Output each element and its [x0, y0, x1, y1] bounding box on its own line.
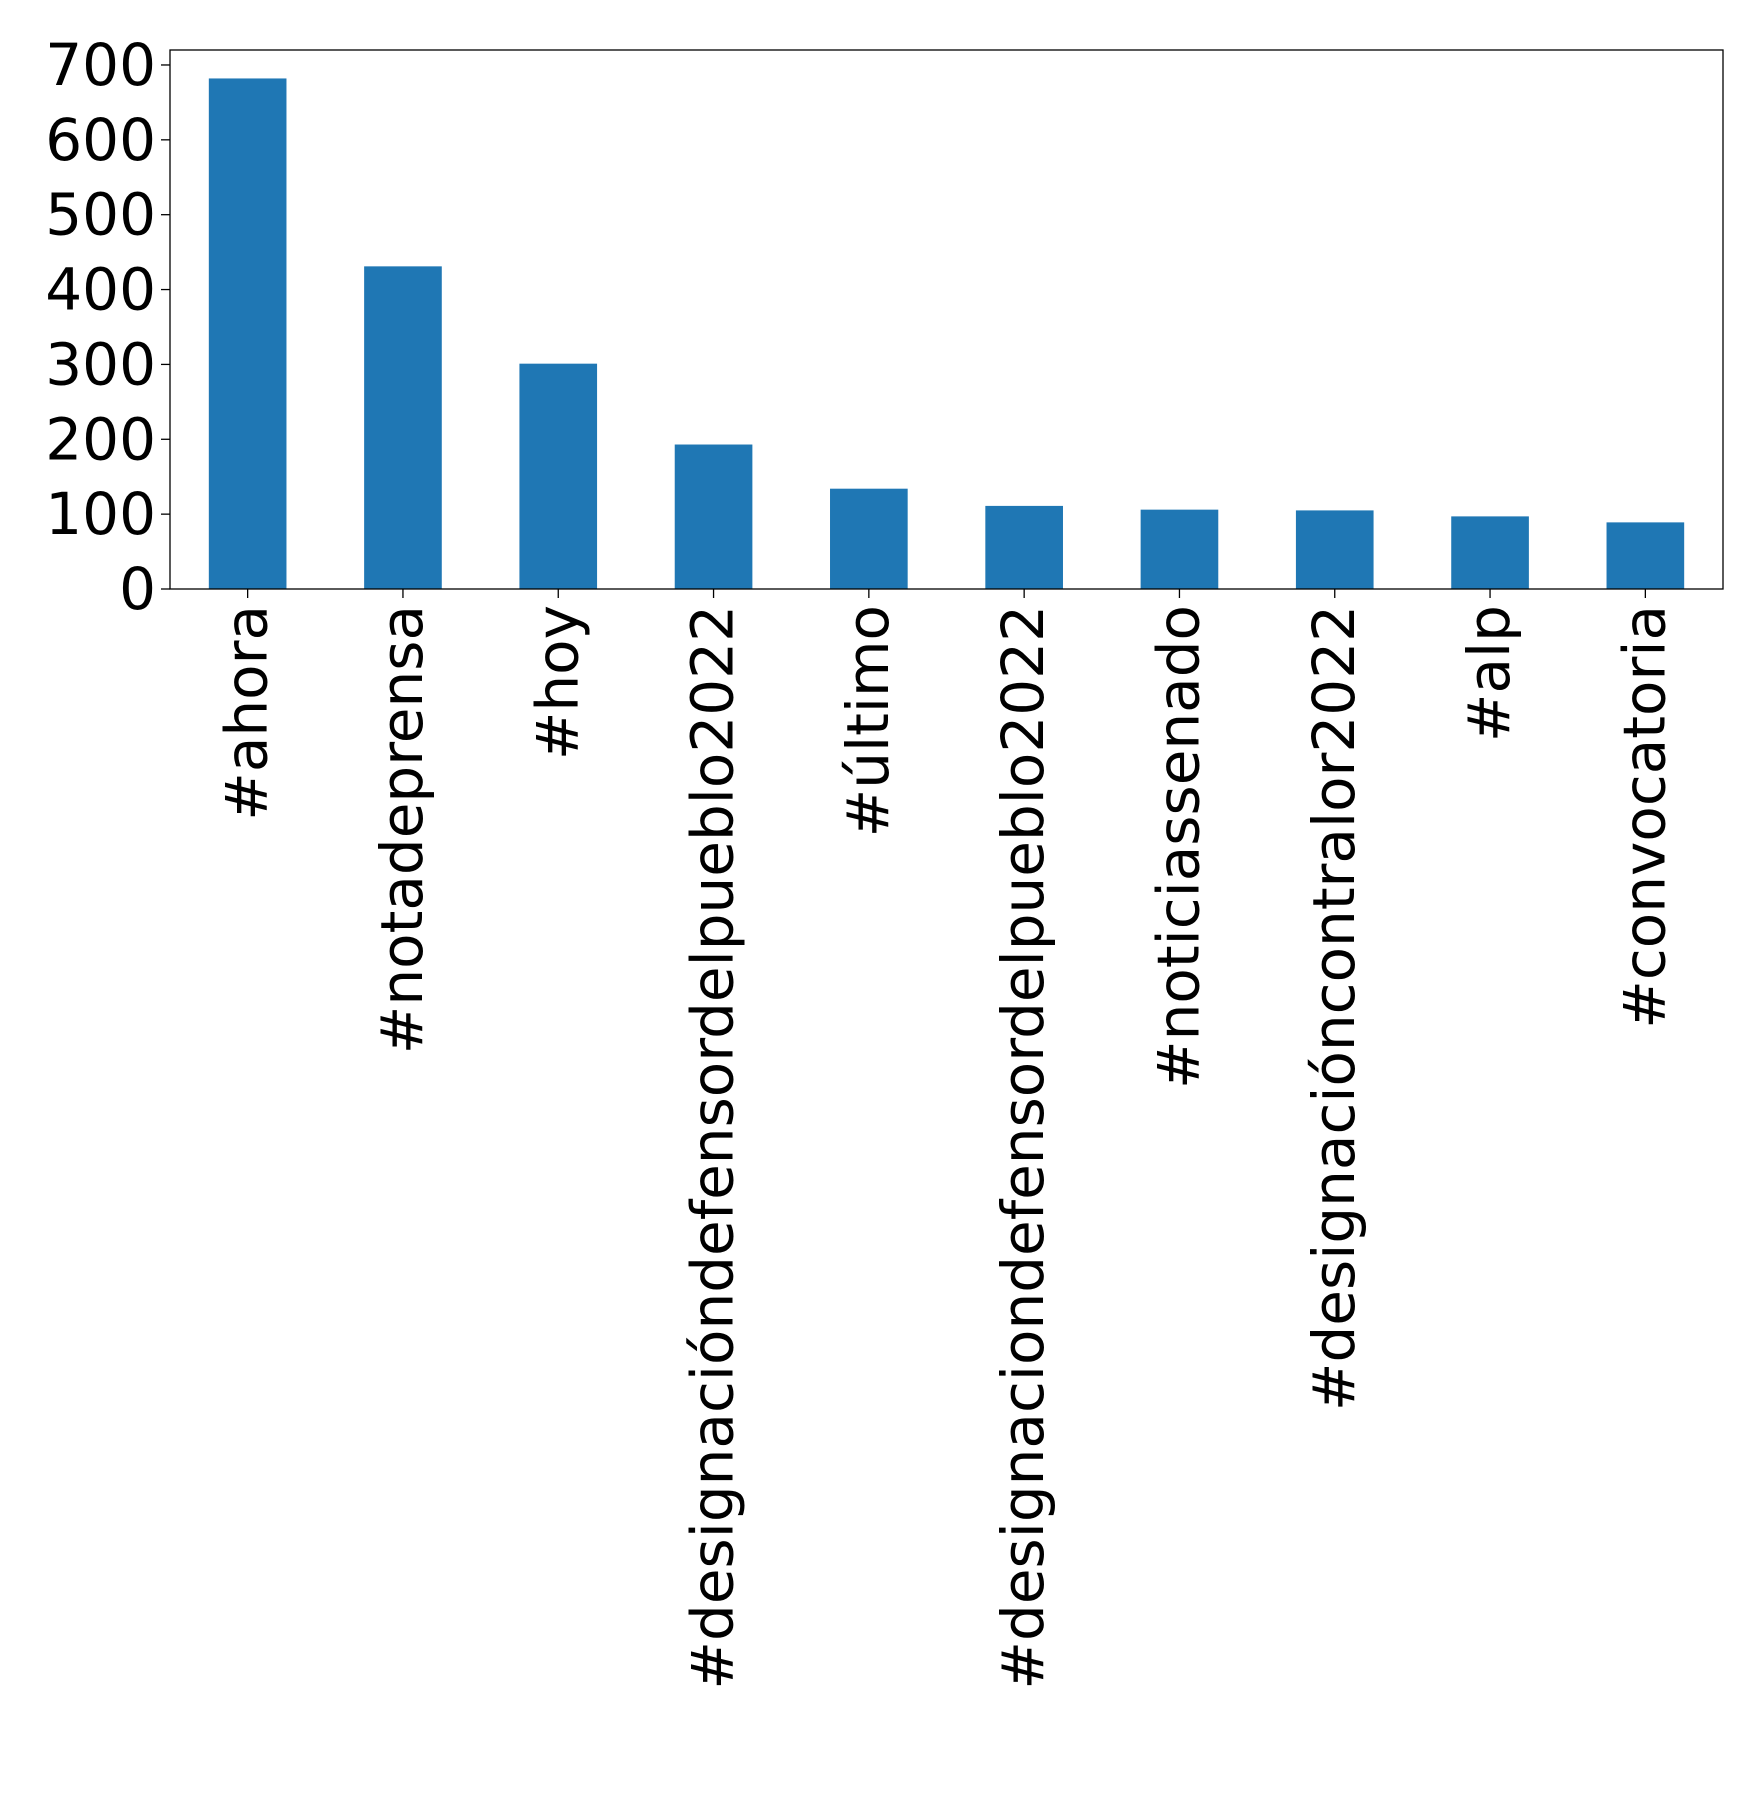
x-tick-label: #notadeprensa — [368, 605, 436, 1054]
x-tick-label: #designacióndefensordelpueblo2022 — [679, 605, 747, 1690]
x-axis: #ahora #notadeprensa #hoy #designacióndefen… — [213, 589, 1678, 1690]
y-tick-label: 100 — [45, 480, 156, 548]
y-tick-label: 500 — [45, 181, 156, 249]
plot-frame — [169, 49, 1724, 590]
x-tick-label: #ahora — [213, 605, 281, 821]
y-tick-label: 300 — [45, 330, 156, 398]
bar — [985, 505, 1063, 589]
x-tick-label: #último — [834, 605, 902, 837]
bar — [1451, 516, 1529, 589]
bar — [674, 444, 753, 589]
bar — [1606, 522, 1685, 589]
y-tick-label: 700 — [45, 31, 156, 99]
x-tick-label: #noticiassenado — [1144, 605, 1212, 1089]
y-tick-label: 0 — [119, 555, 156, 623]
bar — [1295, 510, 1374, 589]
y-tick-label: 200 — [45, 405, 156, 473]
x-tick-label: #convocatoria — [1610, 605, 1678, 1029]
bar — [1140, 509, 1219, 589]
bar — [208, 78, 287, 589]
x-tick-label: #hoy — [523, 605, 591, 760]
x-tick-label: #designaciondefensordelpueblo2022 — [989, 605, 1057, 1690]
bars-layer — [208, 78, 1685, 589]
x-tick-label: #alp — [1455, 605, 1523, 742]
bar — [830, 488, 908, 589]
bar — [364, 266, 442, 589]
y-tick-label: 600 — [45, 106, 156, 174]
x-tick-label: #designacióncontralor2022 — [1300, 605, 1368, 1411]
bar — [519, 363, 598, 589]
y-tick-label: 400 — [45, 256, 156, 324]
